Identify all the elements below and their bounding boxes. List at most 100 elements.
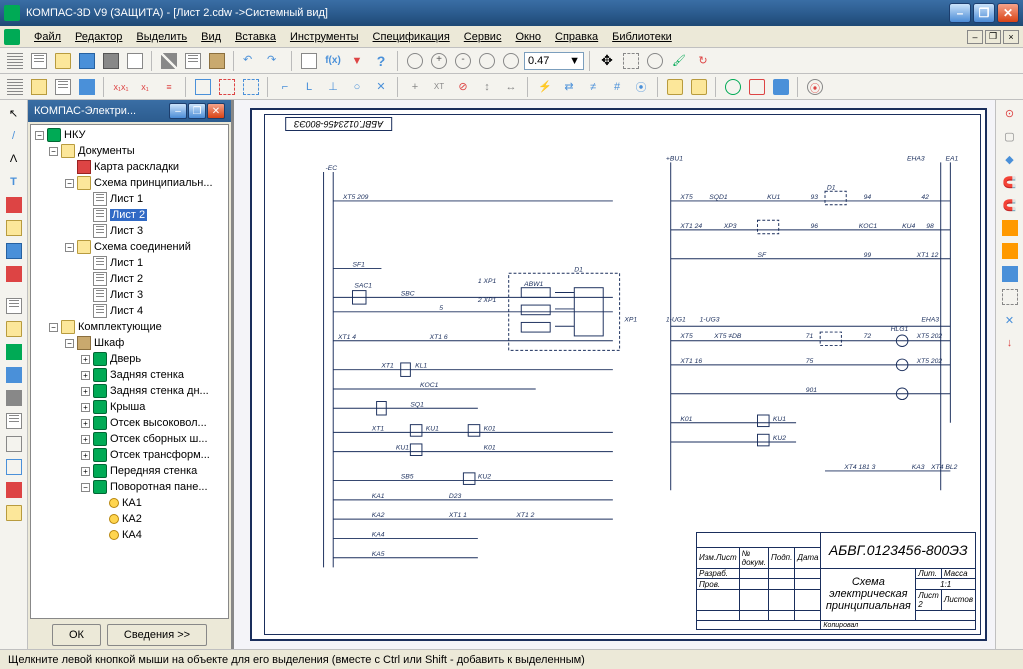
etb-13[interactable]: ○ [346,76,368,98]
close-button[interactable]: ✕ [997,3,1019,23]
lt-a8[interactable] [3,456,25,478]
rotate-button[interactable] [620,50,642,72]
redo-button[interactable]: ↷ [264,50,286,72]
tree-scheme1[interactable]: Схема принципиальн... [94,177,213,189]
handle-icon[interactable] [4,50,26,72]
tree-ka2[interactable]: КА2 [122,513,142,525]
etb-14[interactable]: ✕ [370,76,392,98]
tree-view[interactable]: −НКУ −Документы Карта раскладки −Схема п… [30,124,229,619]
tree-l4b[interactable]: Лист 4 [110,305,143,317]
menu-spec[interactable]: Спецификация [367,29,456,45]
menu-edit[interactable]: Редактор [69,29,128,45]
expand-icon[interactable]: + [81,419,90,428]
etb-1[interactable] [28,76,50,98]
tree-komplekt[interactable]: Комплектующие [78,321,162,333]
tree-karta[interactable]: Карта раскладки [94,161,179,173]
lt-el2[interactable] [3,263,25,285]
help-button[interactable]: ? [370,50,392,72]
lt-text[interactable]: T [3,171,25,193]
redraw-button[interactable]: ↻ [692,50,714,72]
handle-icon[interactable] [4,76,26,98]
paste-button[interactable] [206,50,228,72]
lt-a3[interactable] [3,341,25,363]
zoom-combo[interactable]: 0.47▼ [524,52,584,70]
lt-cursor[interactable]: ↖ [3,102,25,124]
expand-icon[interactable]: − [49,147,58,156]
info-button[interactable]: Сведения >> [107,624,207,646]
mdi-close[interactable]: × [1003,30,1019,44]
drawing-canvas[interactable]: АБВГ.0123456-800ЭЗ -EC XT5 209 SF1 SAC1S… [232,100,995,649]
maximize-button[interactable]: ❐ [973,3,995,23]
lt-a1[interactable] [3,295,25,317]
print-button[interactable] [100,50,122,72]
tree-ots1[interactable]: Отсек высоковол... [110,417,207,429]
lt-rough[interactable] [3,217,25,239]
fx-button[interactable]: f(x) [322,50,344,72]
tree-ka1[interactable]: КА1 [122,497,142,509]
rt-8[interactable] [999,263,1021,285]
lt-compass[interactable]: Ʌ [3,148,25,170]
lt-a6[interactable] [3,410,25,432]
tree-zad1[interactable]: Задняя стенка [110,369,184,381]
panel-minimize[interactable]: – [169,103,187,119]
vars-button[interactable]: ▼ [346,50,368,72]
expand-icon[interactable]: + [81,387,90,396]
pan-button[interactable]: ✥ [596,50,618,72]
save-button[interactable] [76,50,98,72]
zoom-out-button[interactable]: - [452,50,474,72]
expand-icon[interactable]: − [35,131,44,140]
orbit-button[interactable] [644,50,666,72]
rt-2[interactable]: ▢ [999,125,1021,147]
etb-23[interactable]: # [606,76,628,98]
lt-el1[interactable] [3,240,25,262]
tree-ka4[interactable]: КА4 [122,529,142,541]
etb-9[interactable] [240,76,262,98]
expand-icon[interactable]: + [81,467,90,476]
etb-4[interactable]: x₁x₁ [110,76,132,98]
render-button[interactable]: 🖌 [668,50,690,72]
tree-l1b[interactable]: Лист 1 [110,257,143,269]
etb-26[interactable] [688,76,710,98]
etb-6[interactable]: ≡ [158,76,180,98]
tree-povor[interactable]: Поворотная пане... [110,481,208,493]
menu-view[interactable]: Вид [195,29,227,45]
new-button[interactable] [28,50,50,72]
tree-dveri[interactable]: Дверь [110,353,141,365]
tree-zad2[interactable]: Задняя стенка дн... [110,385,209,397]
menu-libs[interactable]: Библиотеки [606,29,678,45]
expand-icon[interactable]: − [81,483,90,492]
panel-close[interactable]: ✕ [207,103,225,119]
panel-restore[interactable]: ❐ [188,103,206,119]
etb-29[interactable] [770,76,792,98]
menu-tools[interactable]: Инструменты [284,29,365,45]
etb-8[interactable] [216,76,238,98]
etb-16[interactable]: XT [428,76,450,98]
etb-30[interactable]: ⦿ [804,76,826,98]
tree-ots2[interactable]: Отсек сборных ш... [110,433,208,445]
rt-1[interactable]: ⊙ [999,102,1021,124]
menu-select[interactable]: Выделить [130,29,193,45]
etb-25[interactable] [664,76,686,98]
etb-20[interactable]: ⚡ [534,76,556,98]
ok-button[interactable]: ОК [52,624,101,646]
tree-l2-selected[interactable]: Лист 2 [110,209,147,221]
rt-6[interactable] [999,217,1021,239]
tree-docs[interactable]: Документы [78,145,135,157]
expand-icon[interactable]: + [81,371,90,380]
etb-28[interactable] [746,76,768,98]
etb-2[interactable] [52,76,74,98]
lt-a4[interactable] [3,364,25,386]
etb-21[interactable]: ⇄ [558,76,580,98]
etb-10[interactable]: ⌐ [274,76,296,98]
menu-help[interactable]: Справка [549,29,604,45]
rt-7[interactable] [999,240,1021,262]
etb-7[interactable] [192,76,214,98]
etb-3[interactable] [76,76,98,98]
zoom-fit-button[interactable] [500,50,522,72]
props-button[interactable] [298,50,320,72]
lt-a2[interactable] [3,318,25,340]
tree-scheme2[interactable]: Схема соединений [94,241,191,253]
copy-button[interactable] [182,50,204,72]
etb-22[interactable]: ≠ [582,76,604,98]
tree-l1[interactable]: Лист 1 [110,193,143,205]
